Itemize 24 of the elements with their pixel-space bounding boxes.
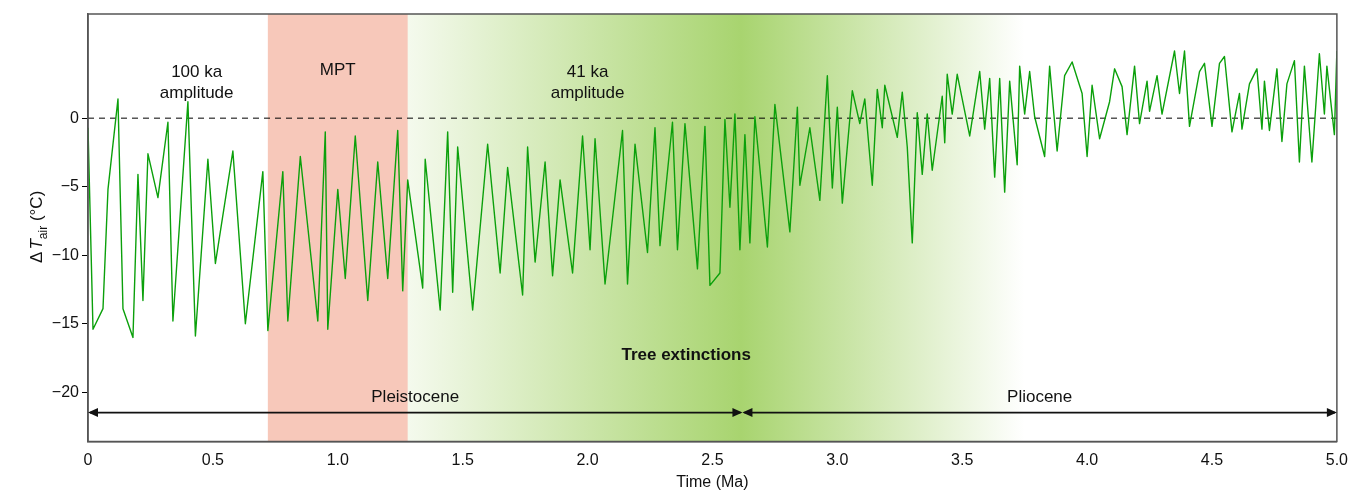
x-tick-label: 0 [83,450,93,468]
x-tick-label: 3.0 [826,450,849,468]
annotation: Pleistocene [371,387,460,407]
annotation: 100 ka amplitude [159,61,234,102]
annotation: Pliocene [1007,387,1073,407]
x-tick-label: 1.5 [451,450,474,468]
x-tick-label: 5.0 [1325,450,1349,468]
x-tick-label: 2.0 [576,450,599,468]
x-tick-label: 0.5 [201,450,225,468]
y-tick-label: 0 [70,108,80,126]
x-tick-label: 4.5 [1200,450,1224,468]
annotation: 41 ka amplitude [550,61,625,102]
band-label: MPT [319,59,356,79]
x-tick-label: 1.0 [326,450,349,468]
y-tick-label: −10 [51,245,80,263]
x-tick-label: 2.5 [701,450,724,468]
y-tick-label: −15 [51,314,80,332]
x-tick-label: 3.5 [951,450,974,468]
band-label: Tree extinctions [621,345,751,365]
y-tick-label: −5 [60,177,80,195]
x-axis-title: Time (Ma) [676,472,749,490]
y-tick-label: −20 [51,382,80,400]
y-axis-title: ΔTair (°C) [27,190,50,263]
x-tick-label: 4.0 [1075,450,1099,468]
